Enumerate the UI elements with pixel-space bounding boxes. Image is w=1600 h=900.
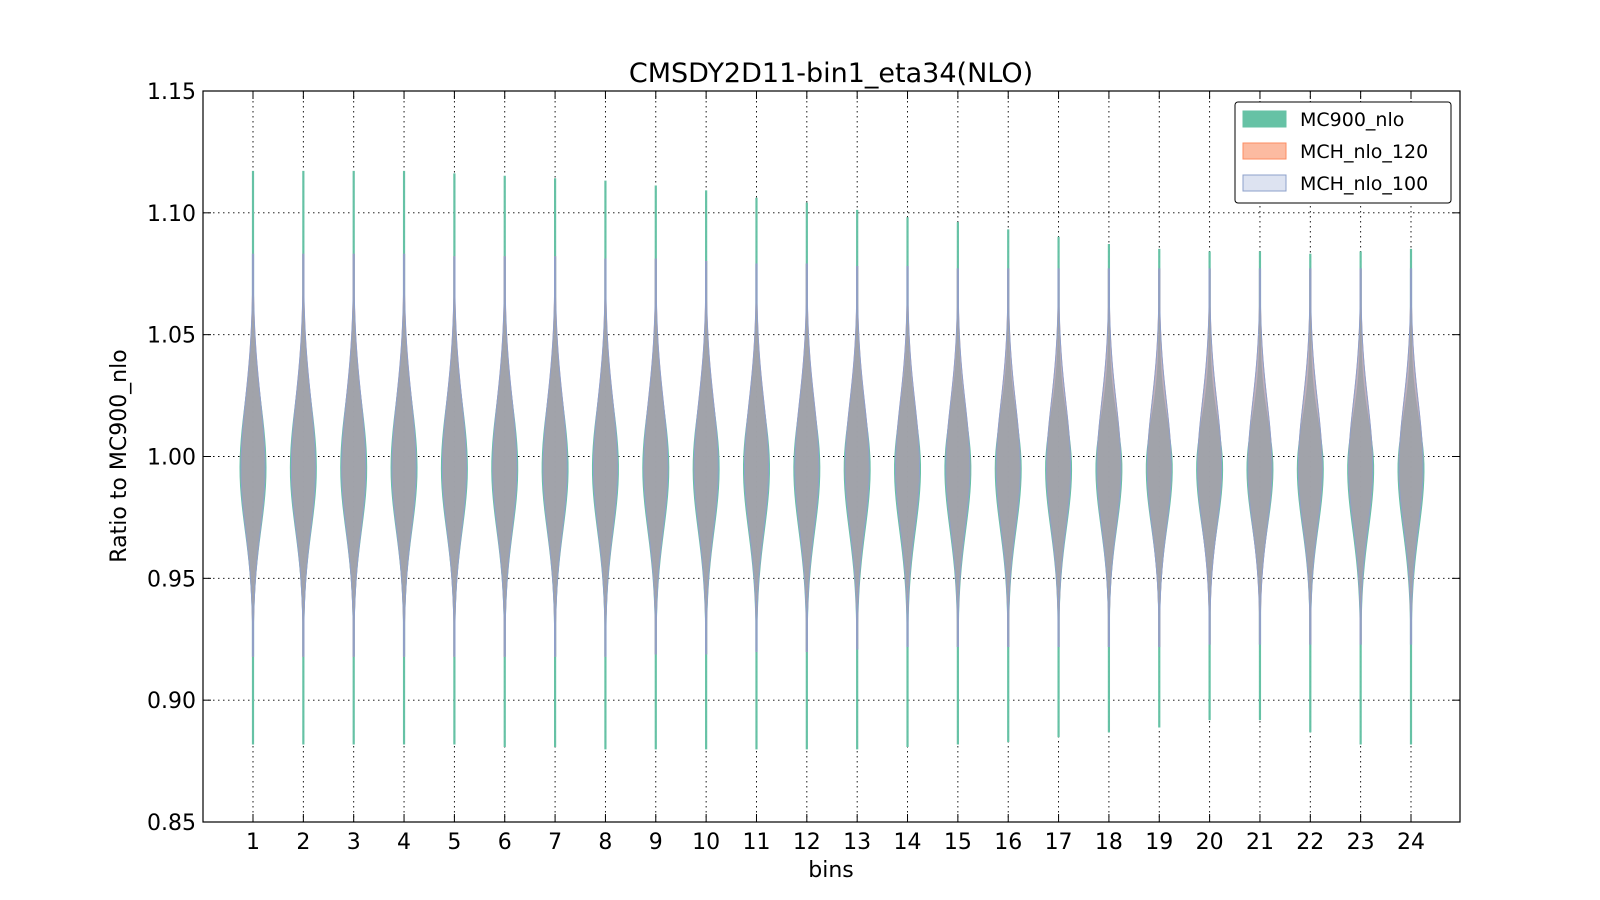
legend-swatch-mch-nlo-100 — [1242, 174, 1287, 192]
legend-swatch-mc900-nlo — [1242, 110, 1287, 128]
violin-mch-nlo-100-bin-5 — [441, 256, 467, 657]
x-tick-label: 6 — [498, 830, 512, 855]
violin-mch-nlo-100-bin-22 — [1297, 268, 1323, 645]
violin-mch-nlo-100-bin-17 — [1046, 268, 1072, 648]
x-tick-label: 13 — [843, 830, 871, 855]
y-tick-label: 1.10 — [147, 202, 196, 227]
violin-mch-nlo-100-bin-3 — [341, 253, 367, 657]
violin-mch-nlo-100-bin-20 — [1197, 268, 1223, 645]
legend-swatch-mch-nlo-120 — [1242, 142, 1287, 160]
violin-mch-nlo-100-bin-9 — [643, 258, 669, 655]
x-tick-label: 16 — [994, 830, 1022, 855]
x-tick-label: 24 — [1397, 830, 1425, 855]
x-tick-label: 22 — [1296, 830, 1324, 855]
violin-mch-nlo-100-bin-16 — [995, 268, 1021, 648]
violin-mch-nlo-100-bin-1 — [240, 253, 266, 657]
violin-mch-nlo-100-bin-2 — [290, 253, 316, 657]
y-axis-ticks: 0.85 0.90 0.95 1.00 1.05 1.10 1.15 — [147, 80, 1460, 836]
violin-mch-nlo-100-bin-12 — [794, 263, 820, 652]
x-tick-label: 9 — [649, 830, 663, 855]
y-tick-label: 1.15 — [147, 80, 196, 105]
x-tick-label: 15 — [944, 830, 972, 855]
chart-title: CMSDY2D11-bin1_eta34(NLO) — [629, 58, 1033, 89]
legend-label-mch-nlo-120: MCH_nlo_120 — [1300, 141, 1428, 163]
x-tick-label: 12 — [793, 830, 821, 855]
x-tick-label: 21 — [1246, 830, 1274, 855]
x-tick-label: 7 — [548, 830, 562, 855]
x-tick-label: 23 — [1347, 830, 1375, 855]
legend: MC900_nlo MCH_nlo_120 MCH_nlo_100 — [1234, 101, 1452, 204]
violin-mch-nlo-100-bin-24 — [1398, 268, 1424, 645]
violins — [239, 170, 1425, 750]
violin-mch-nlo-100-bin-10 — [693, 261, 719, 655]
x-tick-label: 10 — [692, 830, 720, 855]
x-tick-label: 11 — [742, 830, 770, 855]
violin-mch-nlo-100-bin-15 — [945, 268, 971, 648]
violin-mch-nlo-100-bin-21 — [1247, 268, 1273, 645]
x-tick-label: 4 — [397, 830, 411, 855]
violin-mch-nlo-100-bin-14 — [895, 265, 921, 648]
x-tick-label: 5 — [447, 830, 461, 855]
x-tick-label: 8 — [598, 830, 612, 855]
x-tick-label: 17 — [1045, 830, 1073, 855]
violin-mch-nlo-100-bin-11 — [743, 263, 769, 652]
y-tick-label: 0.90 — [147, 689, 196, 714]
violin-mch-nlo-100-bin-13 — [844, 265, 870, 650]
y-tick-label: 0.95 — [147, 567, 196, 592]
y-tick-label: 0.85 — [147, 811, 196, 836]
x-tick-label: 20 — [1196, 830, 1224, 855]
violin-mch-nlo-100-bin-6 — [492, 256, 518, 657]
violin-mch-nlo-100-bin-7 — [542, 256, 568, 657]
x-tick-label: 19 — [1145, 830, 1173, 855]
legend-label-mch-nlo-100: MCH_nlo_100 — [1300, 173, 1428, 195]
x-tick-label: 2 — [296, 830, 310, 855]
y-tick-label: 1.05 — [147, 324, 196, 349]
x-tick-label: 14 — [894, 830, 922, 855]
x-tick-label: 1 — [246, 830, 260, 855]
x-tick-label: 18 — [1095, 830, 1123, 855]
violin-mch-nlo-100-bin-4 — [391, 253, 417, 657]
x-tick-label: 3 — [347, 830, 361, 855]
x-axis-label: bins — [808, 858, 853, 883]
violin-mch-nlo-100-bin-23 — [1348, 268, 1374, 645]
y-axis-label: Ratio to MC900_nlo — [107, 349, 132, 562]
violin-mch-nlo-100-bin-18 — [1096, 268, 1122, 648]
violin-mch-nlo-100-bin-19 — [1146, 268, 1172, 648]
y-tick-label: 1.00 — [147, 446, 196, 471]
legend-box — [1234, 101, 1452, 204]
x-axis-ticks: 1 2 3 4 5 6 7 8 9 10 11 12 13 14 15 16 17 18 19 20 21 22 23 24 — [246, 91, 1425, 855]
legend-label-mc900-nlo: MC900_nlo — [1300, 109, 1404, 131]
violin-mch-nlo-100-bin-8 — [592, 258, 618, 657]
